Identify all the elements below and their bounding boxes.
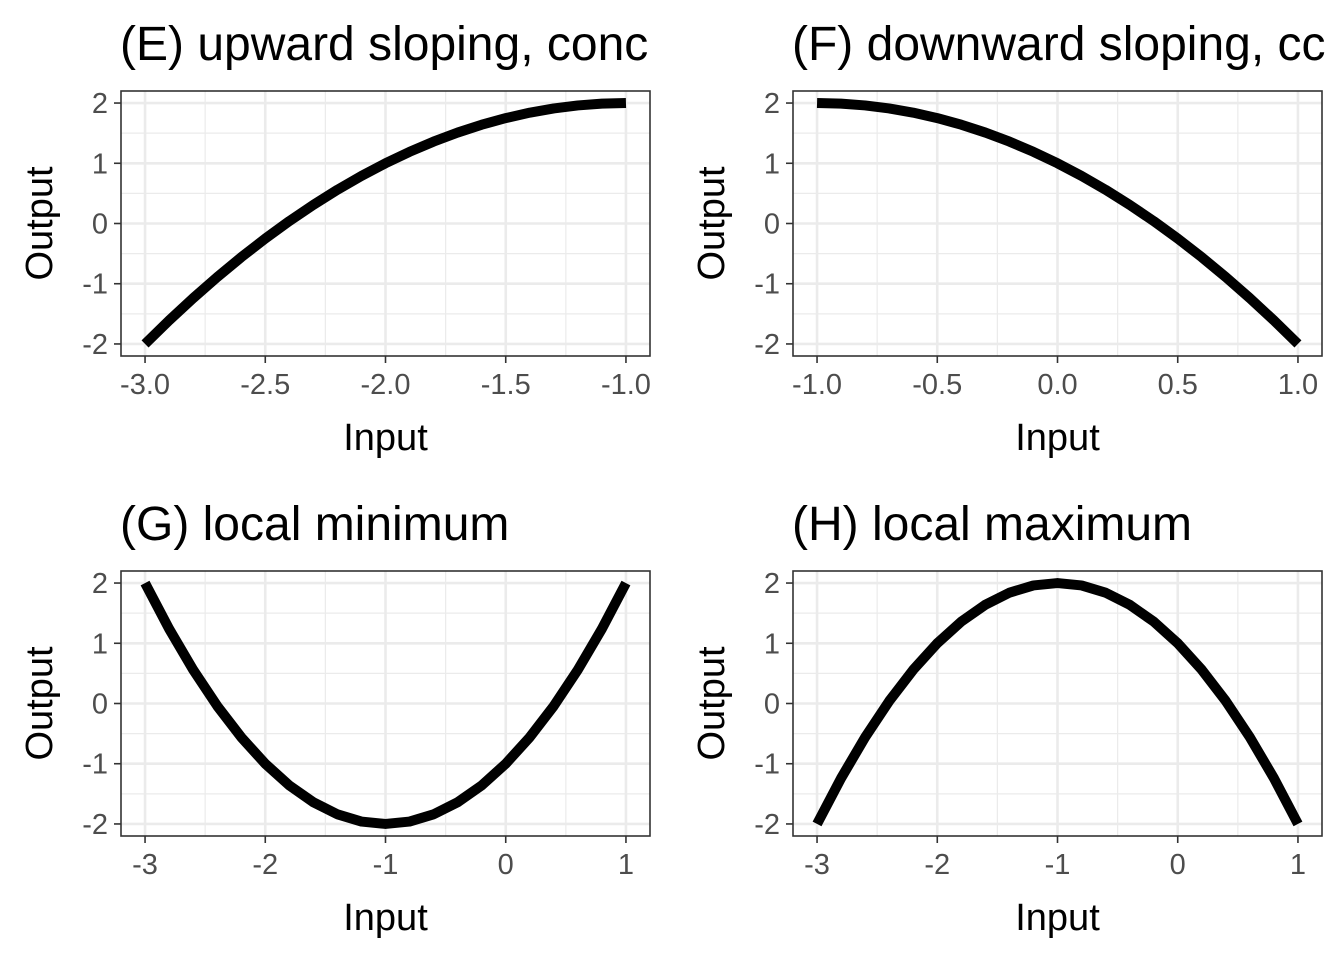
y-tick-label: 1	[92, 148, 108, 180]
x-tick-label: -1	[373, 849, 399, 881]
y-axis-title: Output	[691, 646, 733, 761]
chart-panel-1: -1.0 -0.5 0.0 0.5 1.0 -2 -1 0 1 2 Input Output (F) d…	[691, 18, 1326, 459]
chart-panel-3: -3 -2 -1 0 1 -2 -1 0 1 2 Input Output (H) local maxi…	[691, 498, 1323, 939]
x-tick-label: -1.5	[481, 369, 531, 401]
x-tick-label: -2	[252, 849, 278, 881]
x-tick-label: -2	[924, 849, 950, 881]
x-tick-label: -2.5	[240, 369, 290, 401]
y-tick-label: -1	[82, 269, 108, 301]
y-axis-title: Output	[19, 166, 61, 281]
x-tick-label: -3	[132, 849, 158, 881]
y-tick-label: 2	[92, 88, 108, 120]
y-tick-label: 0	[92, 689, 108, 721]
x-tick-label: -2.0	[361, 369, 411, 401]
chart-title: (G) local minimum	[120, 498, 509, 551]
x-tick-label: -1	[1045, 849, 1071, 881]
chart-title: (E) upward sloping, conc	[120, 18, 648, 71]
x-tick-label: -1.0	[792, 369, 842, 401]
x-tick-label: 0	[1170, 849, 1186, 881]
y-tick-label: -2	[754, 809, 780, 841]
chart-panel-2: -3 -2 -1 0 1 -2 -1 0 1 2 Input Output (G) local mini…	[19, 498, 651, 939]
y-tick-label: 1	[92, 628, 108, 660]
x-axis-title: Input	[1015, 897, 1100, 939]
x-tick-label: 0.0	[1037, 369, 1077, 401]
y-tick-label: 2	[764, 568, 780, 600]
series-line-0	[140, 580, 631, 829]
y-tick-label: -1	[754, 749, 780, 781]
y-tick-label: 0	[764, 689, 780, 721]
x-tick-label: -3.0	[120, 369, 170, 401]
x-tick-label: 0	[498, 849, 514, 881]
x-tick-label: 1.0	[1278, 369, 1318, 401]
y-tick-label: 2	[764, 88, 780, 120]
y-tick-label: 2	[92, 568, 108, 600]
y-tick-label: -1	[754, 269, 780, 301]
chart-title: (H) local maximum	[792, 498, 1192, 551]
series-line-0	[141, 98, 627, 348]
y-tick-label: -1	[82, 749, 108, 781]
y-tick-label: 0	[764, 209, 780, 241]
x-tick-label: -1.0	[601, 369, 651, 401]
series-line-0	[812, 578, 1303, 827]
y-tick-label: 1	[764, 628, 780, 660]
series-line-0	[816, 98, 1302, 348]
x-axis-title: Input	[1015, 417, 1100, 459]
y-tick-label: -2	[754, 329, 780, 361]
x-axis-title: Input	[343, 417, 428, 459]
y-tick-label: 1	[764, 148, 780, 180]
y-tick-label: -2	[82, 809, 108, 841]
y-tick-label: 0	[92, 209, 108, 241]
chart-panel-0: -3.0 -2.5 -2.0 -1.5 -1.0 -2 -1 0 1 2 Input Output (E…	[19, 18, 651, 459]
y-tick-label: -2	[82, 329, 108, 361]
x-tick-label: -0.5	[912, 369, 962, 401]
x-tick-label: 0.5	[1158, 369, 1198, 401]
y-axis-title: Output	[19, 646, 61, 761]
x-tick-label: 1	[1290, 849, 1306, 881]
chart-title: (F) downward sloping, cc	[792, 18, 1326, 71]
x-tick-label: 1	[618, 849, 634, 881]
x-axis-title: Input	[343, 897, 428, 939]
y-axis-title: Output	[691, 166, 733, 281]
x-tick-label: -3	[804, 849, 830, 881]
